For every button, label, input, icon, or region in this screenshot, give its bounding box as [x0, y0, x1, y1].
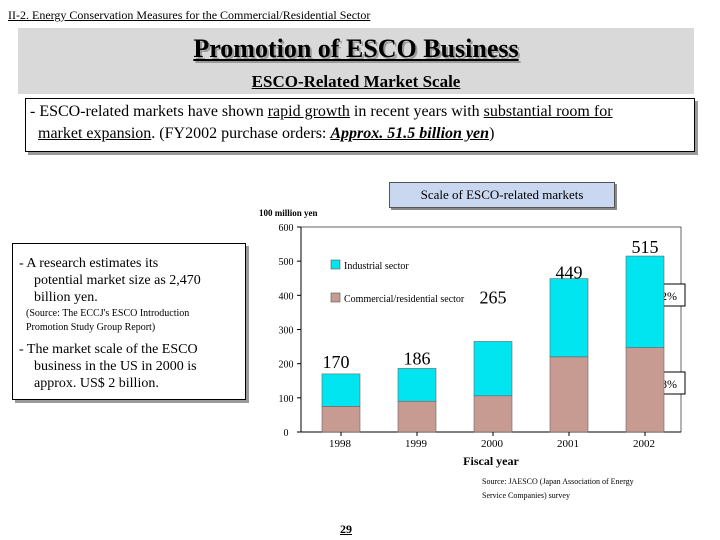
- summary-emphasis: substantial room for: [483, 103, 613, 120]
- summary-line-2: market expansion. (FY2002 purchase order…: [38, 125, 494, 143]
- note-source-line: (Source: The ECCJ's ESCO Introduction: [26, 308, 190, 319]
- note-line: billion yen.: [34, 290, 98, 305]
- x-tick-label: 1999: [405, 438, 428, 450]
- y-tick-label: 600: [279, 223, 294, 234]
- bar-industrial-1999: [397, 368, 437, 402]
- y-tick-label: 300: [279, 326, 294, 337]
- summary-highlight: Approx. 51.5 billion yen: [330, 125, 490, 142]
- source-line: Service Companies) survey: [482, 491, 570, 500]
- summary-emphasis: market expansion: [38, 125, 152, 142]
- summary-text: in recent years with: [349, 103, 484, 120]
- page-number: 29: [340, 522, 352, 536]
- x-tick-label: 2001: [557, 438, 579, 450]
- y-tick-label: 200: [279, 360, 294, 371]
- total-label-2001: 449: [556, 263, 583, 283]
- bar-commercial-1999: [397, 400, 437, 433]
- legend-label-industrial: Industrial sector: [344, 261, 409, 272]
- summary-emphasis: rapid growth: [267, 103, 350, 120]
- summary-text: - ESCO-related markets have shown: [30, 103, 268, 120]
- note-line: - The market scale of the ESCO: [19, 342, 198, 357]
- summary-text: ): [489, 125, 495, 142]
- note-source-line: Promotion Study Group Report): [26, 322, 156, 333]
- x-tick-label: 1998: [329, 438, 352, 450]
- bar-industrial-2001: [549, 278, 589, 358]
- x-axis-label: Fiscal year: [463, 454, 519, 468]
- y-unit-label: 100 million yen: [259, 208, 318, 218]
- note-line: approx. US$ 2 billion.: [34, 376, 159, 391]
- source-line: Source: JAESCO (Japan Association of Ene…: [482, 477, 634, 486]
- legend-swatch-industrial: [330, 259, 341, 270]
- bar-industrial-2002: [625, 255, 665, 348]
- x-tick-label: 2000: [481, 438, 504, 450]
- bar-commercial-2002: [625, 347, 665, 433]
- section-header: II-2. Energy Conservation Measures for t…: [8, 8, 371, 22]
- page-title: Promotion of ESCO Business: [193, 34, 519, 63]
- bar-commercial-2001: [549, 356, 589, 433]
- note-line: - A research estimates its: [19, 256, 159, 271]
- note-line: potential market size as 2,470: [34, 273, 201, 288]
- summary-line-1: - ESCO-related markets have shown rapid …: [30, 103, 613, 121]
- x-tick-label: 2002: [633, 438, 655, 450]
- bar-commercial-2000: [473, 395, 513, 433]
- legend-swatch-commercial: [330, 292, 341, 303]
- total-label-2002: 515: [632, 237, 659, 257]
- notes-box: - A research estimates its potential mar…: [12, 243, 246, 400]
- y-tick-label: 400: [279, 291, 294, 302]
- note-line: business in the US in 2000 is: [34, 359, 197, 374]
- total-label-1998: 170: [323, 352, 350, 372]
- summary-box: - ESCO-related markets have shown rapid …: [25, 98, 695, 152]
- bar-industrial-2000: [473, 341, 513, 397]
- bar-commercial-1998: [321, 406, 361, 433]
- y-tick-label: 100: [279, 394, 294, 405]
- total-label-2000: 265: [480, 287, 507, 307]
- bar-industrial-1998: [321, 373, 361, 407]
- legend-label-commercial: Commercial/residential sector: [344, 294, 465, 305]
- title-banner: Promotion of ESCO Business ESCO-Related …: [18, 28, 694, 94]
- chart-marks: 0 100 200 300 400 500 600 1998 170 1999 186 2000 265…: [279, 223, 665, 450]
- y-tick-label: 500: [279, 257, 294, 268]
- total-label-1999: 186: [404, 348, 431, 368]
- chart-title: Scale of ESCO-related markets: [389, 182, 615, 208]
- summary-text: . (FY2002 purchase orders:: [151, 125, 331, 142]
- page-subtitle: ESCO-Related Market Scale: [251, 72, 461, 91]
- source-note: Source: JAESCO (Japan Association of Ene…: [482, 475, 634, 503]
- y-tick-label: 0: [284, 428, 289, 439]
